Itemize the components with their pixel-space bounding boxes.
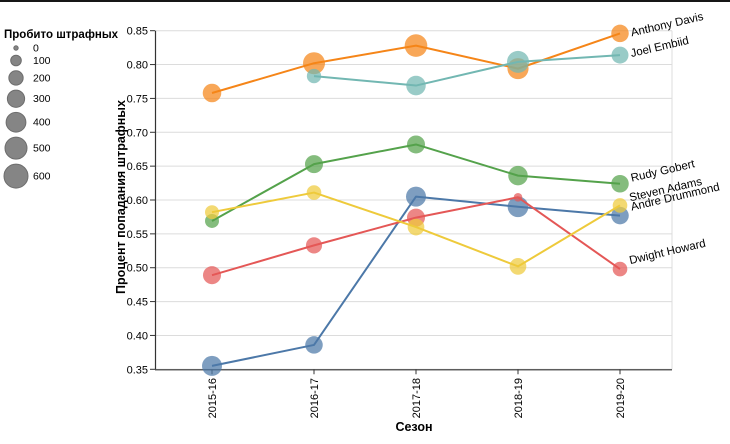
- legend-value: 500: [33, 143, 51, 155]
- x-axis-title: Сезон: [395, 420, 432, 434]
- y-tick-label: 0.70: [127, 127, 148, 139]
- legend-bubble: [10, 54, 22, 67]
- x-tick-label: 2015-16: [207, 378, 219, 418]
- top-border: [0, 0, 730, 2]
- y-tick-label: 0.85: [127, 26, 148, 38]
- data-point: [611, 174, 629, 193]
- data-point: [611, 46, 629, 64]
- x-tick-label: 2019-20: [615, 378, 627, 418]
- data-point: [611, 24, 629, 43]
- series-name-label: Anthony Davis: [630, 11, 705, 39]
- y-tick-label: 0.60: [127, 195, 148, 207]
- legend-bubble: [13, 45, 19, 51]
- legend-bubble: [4, 136, 28, 160]
- axis-layer: 0.35 0.40 0.45 0.50 0.55 0.60 0.65 0.70 0.75 0.80…: [127, 26, 672, 418]
- data-point: [513, 192, 523, 202]
- legend-bubble: [5, 111, 27, 133]
- legend-value: 300: [33, 93, 51, 105]
- legend-value: 0: [33, 43, 39, 55]
- legend-bubble: [8, 70, 24, 86]
- data-point: [202, 83, 222, 103]
- series-name-label: Dwight Howard: [628, 238, 707, 267]
- data-point: [202, 355, 222, 376]
- data-point: [509, 258, 527, 275]
- y-tick-label: 0.45: [127, 297, 148, 309]
- x-tick-label: 2018-19: [513, 378, 525, 418]
- data-point: [305, 336, 323, 354]
- data-point: [404, 34, 428, 57]
- legend-bubble: [6, 89, 26, 108]
- data-point: [306, 185, 322, 200]
- data-point: [304, 155, 324, 174]
- series-line: [313, 54, 621, 87]
- x-tick-label: 2016-17: [309, 378, 321, 418]
- data-point: [305, 237, 323, 254]
- x-tick-label: 2017-18: [411, 378, 423, 418]
- legend-title: Пробито штрафных: [4, 29, 119, 41]
- data-point: [205, 205, 219, 220]
- data-point: [202, 266, 222, 285]
- y-axis-title: Процент попадания штрафных: [114, 100, 128, 294]
- y-tick-label: 0.35: [127, 364, 148, 376]
- legend-value: 200: [33, 72, 51, 84]
- data-point: [507, 50, 529, 73]
- legend-value: 400: [33, 117, 51, 129]
- legend-bubble: [3, 163, 29, 189]
- data-point: [612, 198, 628, 213]
- legend-value: 100: [33, 55, 51, 67]
- y-tick-label: 0.65: [127, 161, 148, 173]
- y-tick-label: 0.80: [127, 60, 148, 72]
- y-tick-label: 0.55: [127, 229, 148, 241]
- data-point: [406, 75, 426, 96]
- data-point: [407, 218, 425, 236]
- data-point: [406, 186, 426, 207]
- data-point: [612, 261, 628, 277]
- legend-value: 600: [33, 171, 51, 183]
- y-tick-label: 0.75: [127, 93, 148, 105]
- data-point: [303, 52, 325, 75]
- series-name-label: Joel Embiid: [629, 35, 690, 60]
- data-point: [406, 135, 426, 154]
- data-point: [306, 68, 322, 84]
- data-point: [508, 165, 528, 186]
- y-tick-label: 0.40: [127, 330, 148, 342]
- y-tick-label: 0.50: [127, 263, 148, 275]
